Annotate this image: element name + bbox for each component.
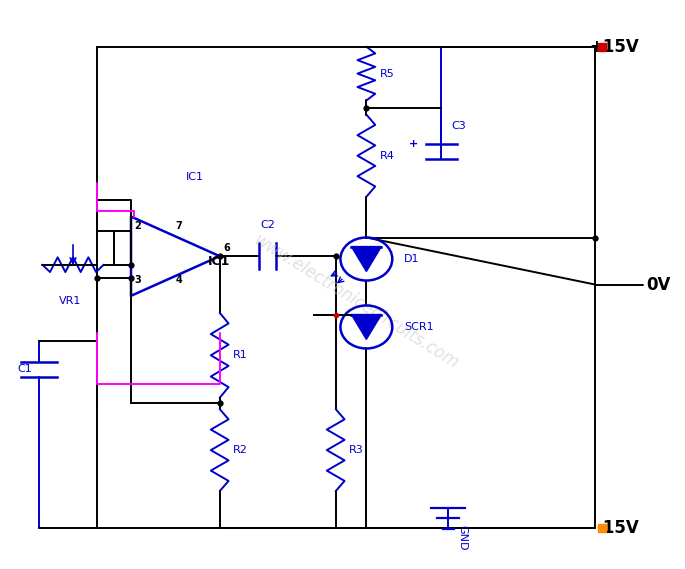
Text: +15V: +15V xyxy=(590,38,639,56)
Text: 4: 4 xyxy=(175,275,182,286)
Text: -15V: -15V xyxy=(597,519,639,537)
Text: R4: R4 xyxy=(380,151,395,160)
Text: C2: C2 xyxy=(260,220,275,230)
Text: C1: C1 xyxy=(17,364,32,374)
Text: GND: GND xyxy=(457,525,467,550)
Text: www.electronicecircuits.com: www.electronicecircuits.com xyxy=(251,231,462,372)
Text: 3: 3 xyxy=(134,275,141,286)
Text: IC1: IC1 xyxy=(186,172,203,182)
Polygon shape xyxy=(351,246,382,271)
Text: D1: D1 xyxy=(404,254,419,264)
Text: VR1: VR1 xyxy=(58,296,81,307)
Text: 6: 6 xyxy=(223,242,230,253)
Text: 7: 7 xyxy=(175,221,182,231)
Text: R5: R5 xyxy=(380,69,395,79)
Text: 2: 2 xyxy=(134,221,141,231)
Text: 0V: 0V xyxy=(646,275,671,294)
Text: R1: R1 xyxy=(234,351,248,360)
Text: IC1: IC1 xyxy=(208,255,229,269)
Polygon shape xyxy=(351,315,382,340)
Text: C3: C3 xyxy=(451,121,466,131)
Text: +: + xyxy=(409,139,418,149)
Text: SCR1: SCR1 xyxy=(404,322,434,332)
Text: R3: R3 xyxy=(349,445,364,455)
Text: R2: R2 xyxy=(234,445,248,455)
